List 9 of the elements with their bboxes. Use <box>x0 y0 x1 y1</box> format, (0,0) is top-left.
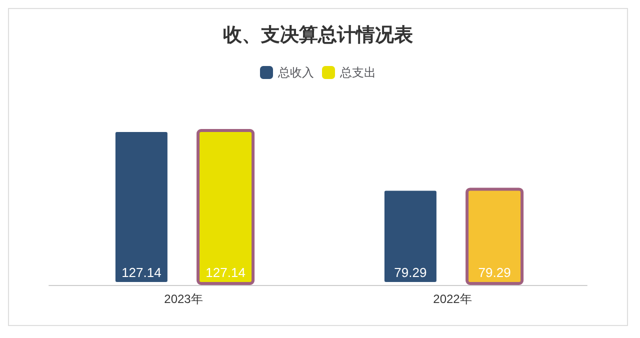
legend-label: 总收入 <box>277 66 314 80</box>
data-label: 127.14 <box>206 265 246 280</box>
x-tick-label: 2022年 <box>433 292 472 306</box>
x-tick-label: 2023年 <box>164 292 203 306</box>
data-label: 79.29 <box>478 265 511 280</box>
legend-label: 总支出 <box>339 66 376 80</box>
data-label: 127.14 <box>122 265 162 280</box>
chart-title: 收、支决算总计情况表 <box>223 24 414 46</box>
data-label: 79.29 <box>394 265 427 280</box>
